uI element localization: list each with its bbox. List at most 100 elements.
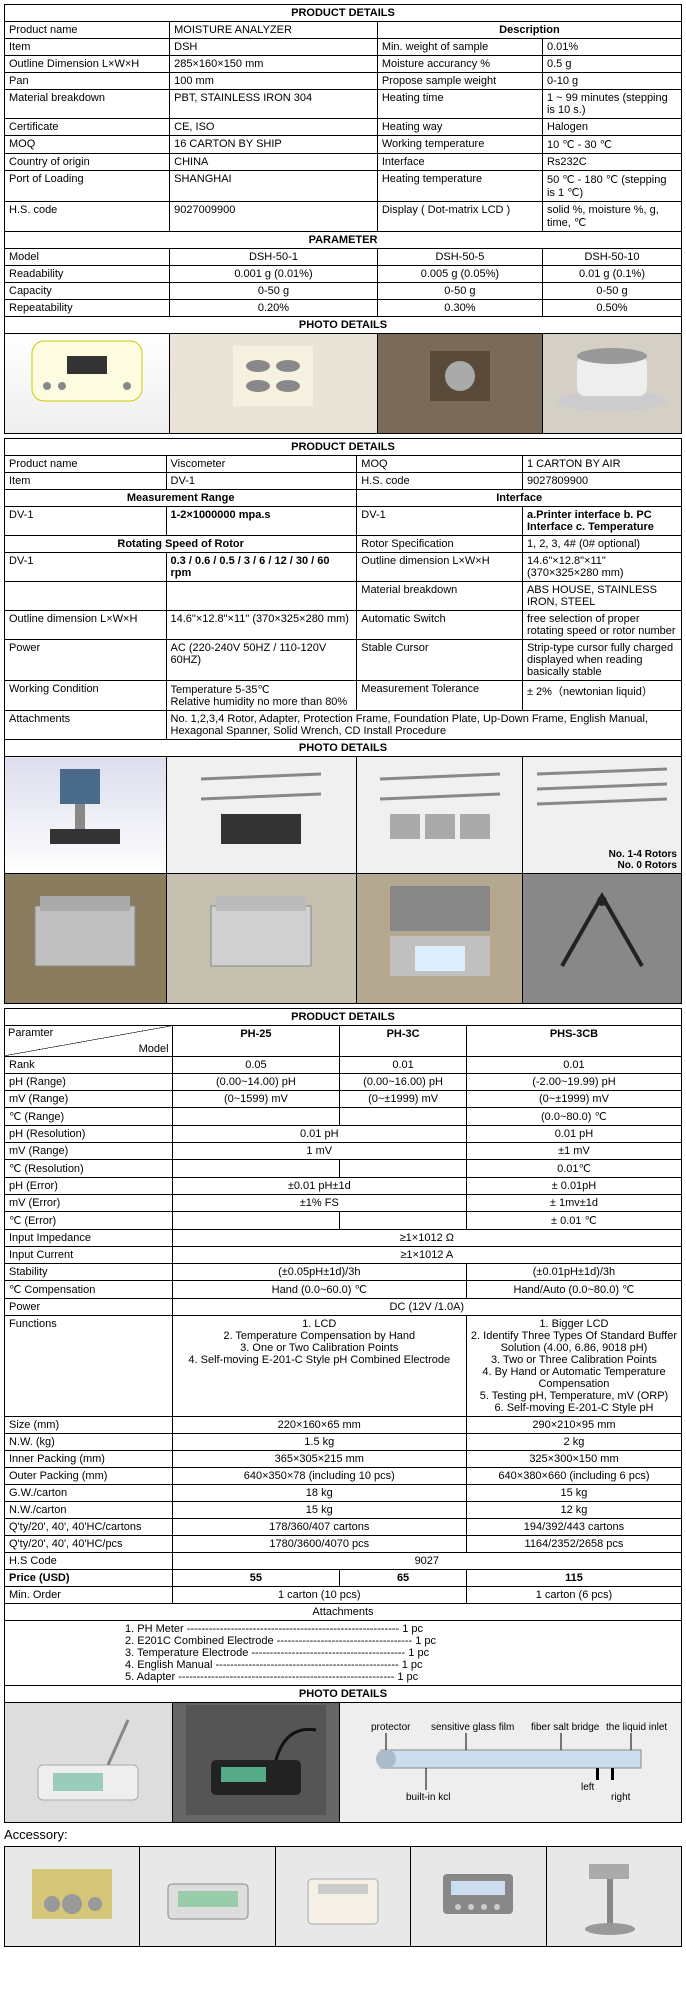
param-hdr: PARAMETER xyxy=(5,232,682,249)
s3-label: mV (Range) xyxy=(5,1091,173,1108)
s3-label: Size (mm) xyxy=(5,1417,173,1434)
param-cell: 0-50 g xyxy=(377,283,542,300)
photo-moisture-display xyxy=(5,334,170,434)
s3-v1 xyxy=(172,1212,340,1230)
svg-text:sensitive glass film: sensitive glass film xyxy=(431,1722,514,1733)
s1-label: Product name xyxy=(5,22,170,39)
s3-label: pH (Resolution) xyxy=(5,1126,173,1143)
s1-label2: Working temperature xyxy=(377,136,542,154)
s2-value: No. 1,2,3,4 Rotor, Adapter, Protection F… xyxy=(166,711,682,740)
s3-value3: ± 1mv±1d xyxy=(466,1195,681,1212)
s3-value3: 1. Bigger LCD2. Identify Three Types Of … xyxy=(466,1316,681,1417)
photo-case-2 xyxy=(166,874,357,1004)
s3-label: ℃ Compensation xyxy=(5,1281,173,1299)
s3-label: Functions xyxy=(5,1316,173,1417)
accessory-stand xyxy=(546,1847,681,1947)
product-details-table-2: PRODUCT DETAILS Product nameViscometerMO… xyxy=(4,438,682,1004)
model-2: PH-3C xyxy=(340,1026,467,1057)
accessory-hdr: Accessory: xyxy=(4,1827,682,1842)
photo-ph-meter-1 xyxy=(5,1703,173,1823)
s2-label: DV-1 xyxy=(5,553,167,582)
s3-label: ℃ (Range) xyxy=(5,1108,173,1126)
param-cell: 0.01 g (0.1%) xyxy=(542,266,681,283)
rs-rv: 1, 2, 3, 4# (0# optional) xyxy=(522,536,681,553)
minorder-3: 1 carton (6 pcs) xyxy=(466,1587,681,1604)
s3-value3: ± 0.01pH xyxy=(466,1178,681,1195)
s1-label2: Heating time xyxy=(377,90,542,119)
mr-k: DV-1 xyxy=(5,507,167,536)
s1-value2: 0.01% xyxy=(542,39,681,56)
accessory-printer xyxy=(275,1847,410,1947)
s1-label2: Heating temperature xyxy=(377,171,542,202)
s3-label: Inner Packing (mm) xyxy=(5,1451,173,1468)
if-k: DV-1 xyxy=(357,507,523,536)
s3-v2: (0.00~16.00) pH xyxy=(340,1074,467,1091)
s3-v1: 0.05 xyxy=(172,1057,340,1074)
s1-value: PBT, STAINLESS IRON 304 xyxy=(170,90,378,119)
minorder-label: Min. Order xyxy=(5,1587,173,1604)
s3-v3: ± 0.01 ℃ xyxy=(466,1212,681,1230)
price-1: 55 xyxy=(172,1570,340,1587)
s3-label: Input Current xyxy=(5,1247,173,1264)
s3-value3: (±0.01pH±1d)/3h xyxy=(466,1264,681,1281)
if-hdr: Interface xyxy=(357,490,682,507)
s3-value: 178/360/407 cartons xyxy=(172,1519,466,1536)
s3-v3: (0~±1999) mV xyxy=(466,1091,681,1108)
s1-value: CHINA xyxy=(170,154,378,171)
s3-value3: 290×210×95 mm xyxy=(466,1417,681,1434)
s2-value2: free selection of proper rotating speed … xyxy=(522,611,681,640)
s2-value2: 1 CARTON BY AIR xyxy=(522,456,681,473)
s1-label: MOQ xyxy=(5,136,170,154)
s3-label: pH (Range) xyxy=(5,1074,173,1091)
param-head: Model xyxy=(5,249,170,266)
param-model-header: Paramter Model xyxy=(5,1026,173,1057)
s3-value3: Hand/Auto (0.0~80.0) ℃ xyxy=(466,1281,681,1299)
attachment-line: 3. Temperature Electrode ---------------… xyxy=(125,1647,677,1659)
s3-value3: 15 kg xyxy=(466,1485,681,1502)
s1-label2: Min. weight of sample xyxy=(377,39,542,56)
price-2: 65 xyxy=(340,1570,467,1587)
s1-value2: 10 ℃ - 30 ℃ xyxy=(542,136,681,154)
diag-left: Paramter xyxy=(8,1027,53,1039)
s3-value3: 640×380×660 (including 6 pcs) xyxy=(466,1468,681,1485)
s1-value: DSH xyxy=(170,39,378,56)
s3-value: 1. LCD2. Temperature Compensation by Han… xyxy=(172,1316,466,1417)
s1-value: SHANGHAI xyxy=(170,171,378,202)
s2-label: Item xyxy=(5,473,167,490)
svg-text:the liquid inlet: the liquid inlet xyxy=(606,1722,667,1733)
s1-label2: Display ( Dot-matrix LCD ) xyxy=(377,202,542,232)
s3-value: Hand (0.0~60.0) ℃ xyxy=(172,1281,466,1299)
s3-value: (±0.05pH±1d)/3h xyxy=(172,1264,466,1281)
s2-label2: H.S. code xyxy=(357,473,523,490)
desc-hdr: Description xyxy=(377,22,681,39)
photo-moisture-pans xyxy=(170,334,378,434)
s2-label2: Automatic Switch xyxy=(357,611,523,640)
rotor-note-2: No. 0 Rotors xyxy=(527,860,677,871)
s2-label2: Material breakdown xyxy=(357,582,523,611)
photo-stand xyxy=(522,874,681,1004)
s3-label: Rank xyxy=(5,1057,173,1074)
s1-label: Country of origin xyxy=(5,154,170,171)
photo-hdr-2: PHOTO DETAILS xyxy=(5,740,682,757)
s3-value3: 2 kg xyxy=(466,1434,681,1451)
s3-label: Q'ty/20', 40', 40'HC/pcs xyxy=(5,1536,173,1553)
s3-value: ≥1×1012 A xyxy=(172,1247,681,1264)
photo-rotors-2 xyxy=(357,757,523,874)
s3-value: 220×160×65 mm xyxy=(172,1417,466,1434)
s3-value3: 325×300×150 mm xyxy=(466,1451,681,1468)
photo-case-open xyxy=(357,874,523,1004)
rotor-note-1: No. 1-4 Rotors xyxy=(527,849,677,860)
s3-label: N.W. (kg) xyxy=(5,1434,173,1451)
s3-label: pH (Error) xyxy=(5,1178,173,1195)
attachment-line: 2. E201C Combined Electrode ------------… xyxy=(125,1635,677,1647)
diagram-label: protector xyxy=(371,1722,411,1733)
s3-value: ≥1×1012 Ω xyxy=(172,1230,681,1247)
s1-label: H.S. code xyxy=(5,202,170,232)
s3-label: N.W./carton xyxy=(5,1502,173,1519)
s2-label: Power xyxy=(5,640,167,681)
s2-value: 0.3 / 0.6 / 0.5 / 3 / 6 / 12 / 30 / 60 r… xyxy=(166,553,357,582)
param-cell: Capacity xyxy=(5,283,170,300)
param-head: DSH-50-1 xyxy=(170,249,378,266)
s3-value: 1780/3600/4070 pcs xyxy=(172,1536,466,1553)
s2-label: Product name xyxy=(5,456,167,473)
